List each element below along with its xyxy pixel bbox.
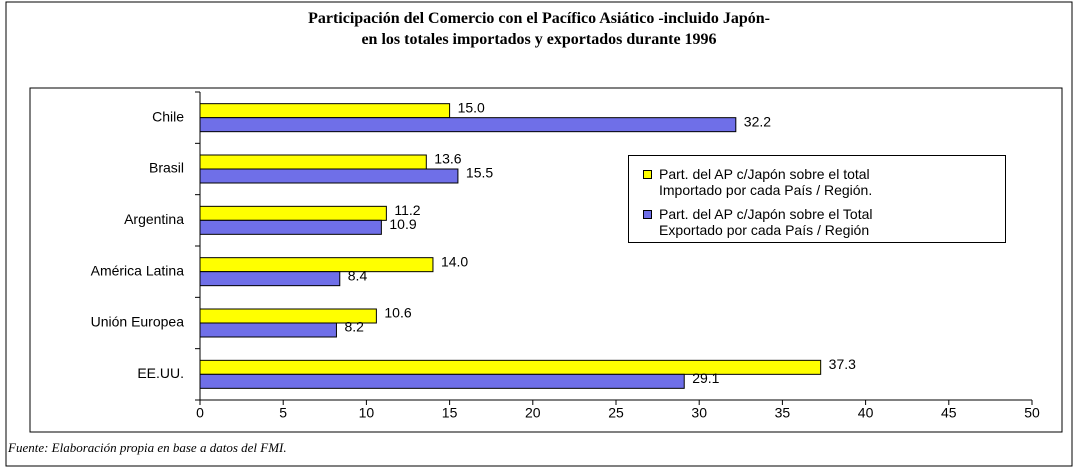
value-label: 32.2	[744, 113, 771, 129]
x-tick-label: 10	[359, 405, 375, 421]
bar	[199, 271, 341, 287]
bar	[199, 205, 387, 221]
x-tick-label: 35	[775, 405, 791, 421]
value-label: 14.0	[441, 253, 468, 269]
chart-frame	[29, 87, 1063, 433]
value-label: 10.6	[384, 305, 411, 321]
x-tick-label: 20	[525, 405, 541, 421]
legend-label: Part. del AP c/Japón sobre el Total Expo…	[659, 206, 873, 238]
bar	[199, 359, 822, 375]
x-tick-label: 5	[279, 405, 287, 421]
x-tick-label: 50	[1024, 405, 1040, 421]
bar	[199, 168, 459, 184]
value-label: 8.4	[348, 267, 368, 283]
x-tick-label: 0	[196, 405, 204, 421]
legend-swatch	[643, 210, 652, 219]
bar	[199, 154, 427, 170]
x-tick-label: 40	[858, 405, 874, 421]
value-label: 37.3	[829, 356, 856, 372]
legend-swatch	[643, 170, 652, 179]
x-tick-label: 45	[941, 405, 957, 421]
bar	[199, 103, 451, 119]
value-label: 8.2	[344, 319, 364, 335]
outer-frame	[5, 1, 1073, 467]
value-label: 13.6	[434, 151, 461, 167]
chart-title: Participación del Comercio con el Pacífi…	[308, 10, 770, 48]
bar	[199, 373, 685, 389]
bar	[199, 219, 382, 235]
y-tick-label: América Latina	[91, 262, 185, 278]
bar	[199, 257, 434, 273]
legend-label: Part. del AP c/Japón sobre el total Impo…	[659, 166, 873, 198]
x-tick-label: 30	[691, 405, 707, 421]
y-tick-label: Argentina	[124, 211, 184, 227]
y-tick-label: Unión Europea	[91, 314, 185, 330]
legend: Part. del AP c/Japón sobre el total Impo…	[628, 155, 1006, 243]
y-tick-label: Brasil	[149, 160, 184, 176]
value-label: 10.9	[389, 216, 416, 232]
x-tick-label: 25	[608, 405, 624, 421]
y-tick-label: EE.UU.	[137, 365, 184, 381]
value-label: 11.2	[394, 202, 420, 218]
source-note: Fuente: Elaboración propia en base a dat…	[8, 440, 287, 455]
bar	[199, 322, 337, 338]
bar	[199, 117, 737, 133]
value-label: 15.0	[458, 99, 485, 115]
value-label: 29.1	[692, 370, 719, 386]
x-tick-label: 15	[442, 405, 458, 421]
y-tick-label: Chile	[152, 108, 184, 124]
value-label: 15.5	[466, 165, 493, 181]
